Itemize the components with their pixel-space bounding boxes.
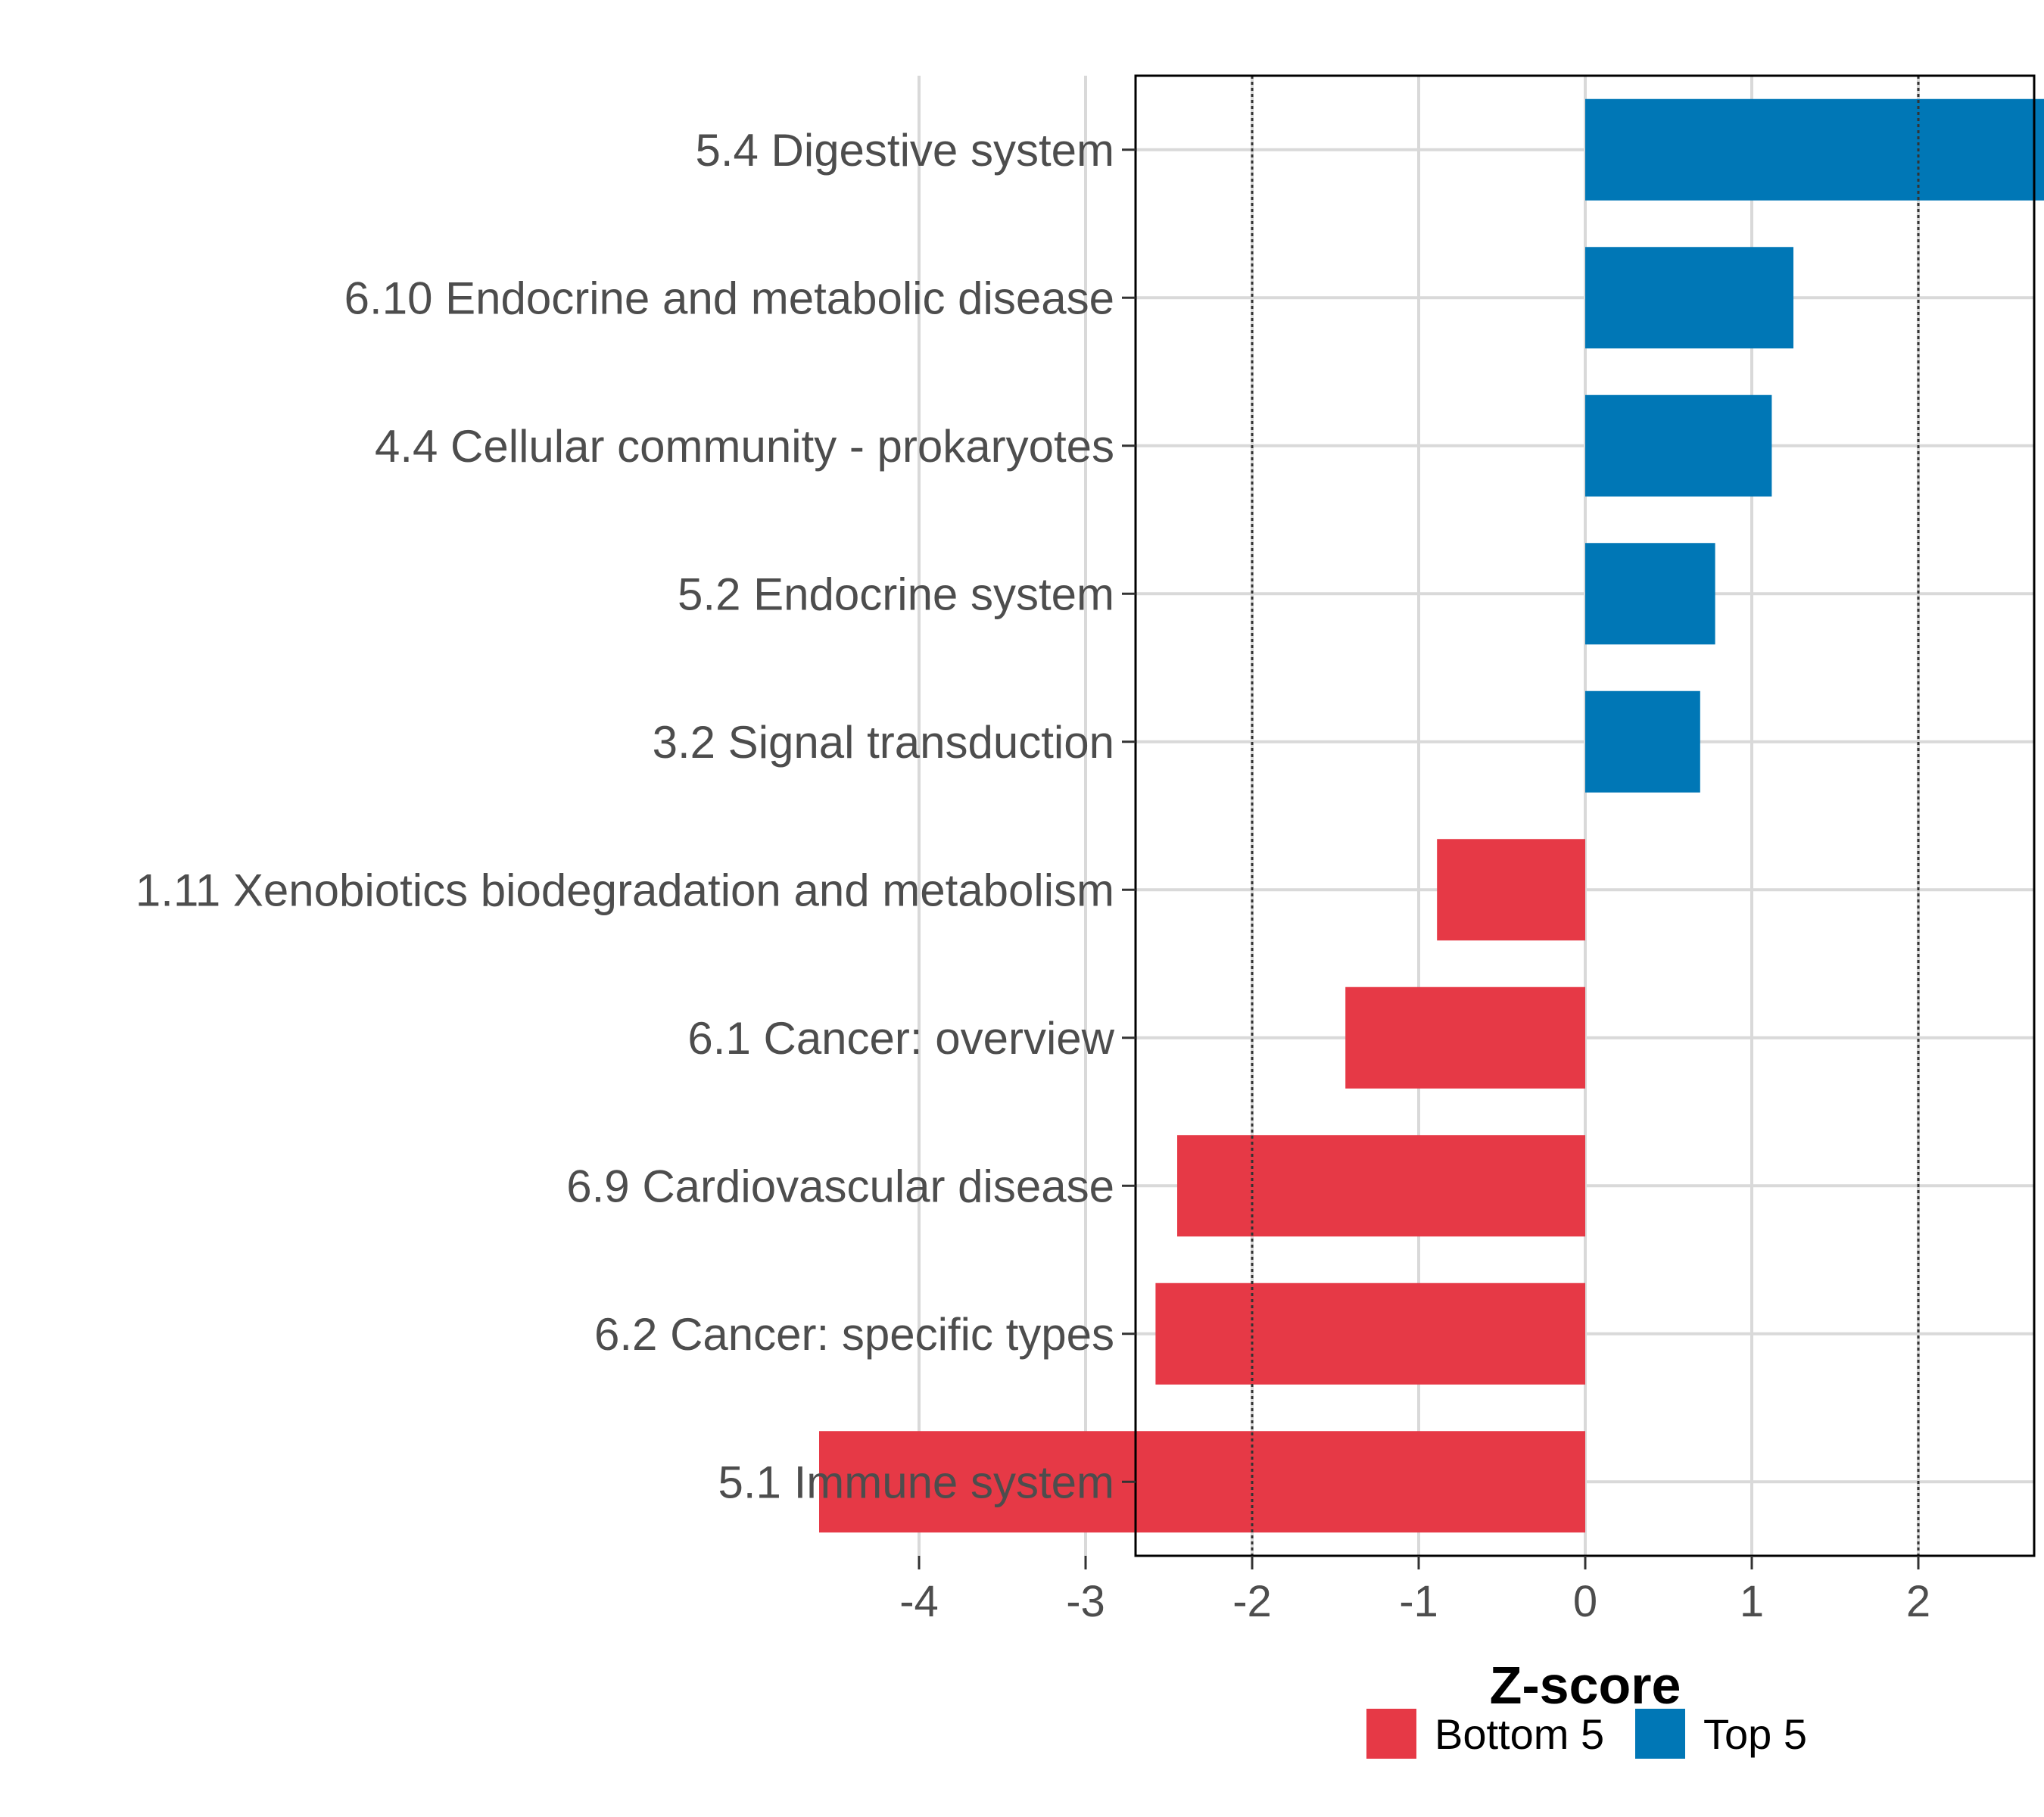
- legend: Bottom 5 Top 5: [1366, 1709, 1807, 1759]
- legend-swatch: [1366, 1709, 1416, 1759]
- category-label: 5.4 Digestive system: [695, 125, 1114, 176]
- x-tick-label: 2: [1906, 1577, 1930, 1626]
- category-label: 6.1 Cancer: overview: [687, 1013, 1114, 1064]
- category-label: 4.4 Cellular community - prokaryotes: [375, 421, 1114, 472]
- legend-label: Bottom 5: [1435, 1710, 1604, 1758]
- x-tick-label: -4: [899, 1577, 939, 1626]
- bar: [1585, 394, 1772, 497]
- category-label: 5.1 Immune system: [718, 1457, 1114, 1507]
- x-axis-title: Z-score: [1490, 1656, 1681, 1715]
- x-axis-tick-labels: -4-3-2-101234: [899, 1577, 1930, 1626]
- y-axis-ticks: [1122, 148, 1136, 1483]
- category-label: 1.11 Xenobiotics biodegradation and meta…: [136, 865, 1114, 915]
- x-tick-label: -3: [1066, 1577, 1105, 1626]
- category-label: 3.2 Signal transduction: [653, 717, 1114, 768]
- bar: [1585, 543, 1715, 645]
- x-tick-label: 1: [1740, 1577, 1764, 1626]
- reference-lines: [1251, 76, 1920, 1556]
- category-label: 6.10 Endocrine and metabolic disease: [344, 273, 1114, 323]
- y-axis-labels: 5.4 Digestive system 6.10 Endocrine and m…: [136, 125, 1115, 1508]
- x-tick-label: -2: [1232, 1577, 1272, 1626]
- x-tick-label: 0: [1573, 1577, 1597, 1626]
- bar: [1585, 247, 1793, 349]
- category-label: 6.2 Cancer: specific types: [594, 1309, 1114, 1360]
- category-label: 6.9 Cardiovascular disease: [566, 1161, 1114, 1211]
- x-tick-label: -1: [1399, 1577, 1438, 1626]
- bar: [1345, 986, 1585, 1089]
- bar: [1437, 839, 1585, 941]
- bar: [1585, 690, 1700, 793]
- bar: [1585, 98, 2044, 201]
- bar: [819, 1431, 1585, 1533]
- bar: [1155, 1282, 1585, 1385]
- x-axis-ticks: [918, 1556, 1920, 1569]
- bar: [1177, 1135, 1585, 1237]
- legend-label: Top 5: [1703, 1710, 1807, 1758]
- category-label: 5.2 Endocrine system: [678, 569, 1114, 619]
- bars: [819, 98, 2044, 1533]
- legend-swatch: [1635, 1709, 1685, 1759]
